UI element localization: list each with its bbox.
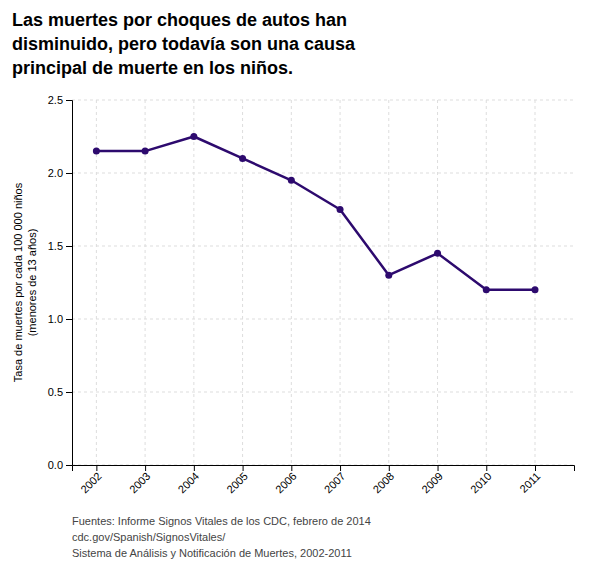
grid-line — [437, 100, 438, 465]
tick-label: 2010 — [468, 470, 494, 496]
grid-line — [388, 100, 389, 465]
grid-line — [72, 392, 574, 393]
tick-label: 2009 — [419, 470, 445, 496]
tick-label: 2003 — [127, 470, 153, 496]
tick: 2009 — [419, 465, 445, 496]
axis-line — [66, 101, 73, 466]
x-axis: 2002 2003 2004 2005 2006 2007 2008 2009 2010 2011 — [73, 465, 575, 496]
y-axis-title-line: Tasa de muertes por cada 100 000 niños — [12, 182, 24, 382]
tick-label: 2006 — [273, 470, 299, 496]
tick: 2011 — [517, 465, 542, 495]
tick: 1.5 — [48, 240, 72, 252]
tick-label: 2008 — [370, 470, 396, 496]
tick-label: 1.5 — [48, 240, 63, 252]
point — [142, 148, 149, 155]
tick-label: 0.0 — [48, 459, 63, 471]
title: Las muertes por choques de autos han — [12, 10, 347, 30]
grid-line — [193, 100, 194, 465]
point — [93, 148, 100, 155]
tick-label: 2004 — [176, 470, 202, 496]
tick-label: 2.0 — [48, 167, 63, 179]
tick-label: 2011 — [517, 470, 542, 495]
axis-line — [73, 466, 575, 472]
tick-mark — [291, 465, 292, 471]
tick: 2006 — [273, 465, 299, 496]
tick-mark — [66, 465, 72, 466]
tick-mark — [486, 465, 487, 471]
grid — [72, 100, 574, 465]
point — [239, 155, 246, 162]
annotation: cdc.gov/Spanish/SignosVitales/ — [72, 531, 226, 543]
tick-label: 0.5 — [48, 386, 63, 398]
point — [337, 206, 344, 213]
grid-line — [486, 100, 487, 465]
grid-line — [72, 319, 574, 320]
chart: Las muertes por choques de autos han dism… — [0, 0, 596, 583]
y-axis-title: Tasa de muertes por cada 100 000 niños(m… — [12, 182, 38, 382]
tick-label: 2005 — [224, 470, 250, 496]
tick: 2010 — [468, 465, 494, 496]
grid-line — [291, 100, 292, 465]
tick-mark — [243, 465, 244, 471]
tick: 2.0 — [48, 167, 72, 179]
point — [483, 286, 490, 293]
tick-mark — [535, 465, 536, 471]
point — [288, 177, 295, 184]
grid-line — [72, 173, 574, 174]
tick-mark — [66, 246, 72, 247]
tick-label: 2007 — [322, 470, 348, 496]
grid-line — [72, 100, 574, 101]
tick-mark — [389, 465, 390, 471]
grid-line — [340, 100, 341, 465]
point — [532, 286, 539, 293]
grid-line — [96, 100, 97, 465]
annotation: Fuentes: Informe Signos Vitales de los C… — [72, 515, 371, 527]
tick: 2005 — [224, 465, 250, 496]
tick-mark — [66, 173, 72, 174]
tick-label: 2002 — [78, 470, 104, 496]
plot: 2002 2003 2004 2005 2006 2007 2008 2009 2010 2011… — [48, 94, 575, 496]
grid-line — [145, 100, 146, 465]
point — [385, 272, 392, 279]
tick-mark — [96, 465, 97, 471]
point — [190, 133, 197, 140]
title: principal de muerte en los niños. — [12, 58, 293, 78]
tick: 0.0 — [48, 459, 72, 471]
title: disminuido, pero todavía son una causa — [12, 34, 356, 54]
tick: 2.5 — [48, 94, 72, 106]
tick-label: 1.0 — [48, 313, 63, 325]
tick: 1.0 — [48, 313, 72, 325]
tick: 0.5 — [48, 386, 72, 398]
tick: 2007 — [322, 465, 348, 496]
grid-line — [535, 100, 536, 465]
tick-mark — [66, 319, 72, 320]
point — [434, 250, 441, 257]
tick-mark — [438, 465, 439, 471]
tick: 2002 — [78, 465, 104, 496]
tick: 2008 — [370, 465, 396, 496]
marks — [93, 133, 539, 293]
tick: 2003 — [127, 465, 153, 496]
tick-mark — [66, 392, 72, 393]
tick: 2004 — [176, 465, 202, 496]
line — [96, 137, 535, 290]
y-axis-title-line: (menores de 13 años) — [26, 229, 38, 337]
tick-mark — [145, 465, 146, 471]
tick-mark — [66, 100, 72, 101]
tick-mark — [194, 465, 195, 471]
tick-mark — [340, 465, 341, 471]
grid-line — [242, 100, 243, 465]
grid-line — [72, 246, 574, 247]
tick-label: 2.5 — [48, 94, 63, 106]
y-axis: 0.0 0.5 1.0 1.5 2.0 2.5 — [48, 94, 73, 471]
annotation: Sistema de Análisis y Notificación de Mu… — [72, 547, 352, 559]
